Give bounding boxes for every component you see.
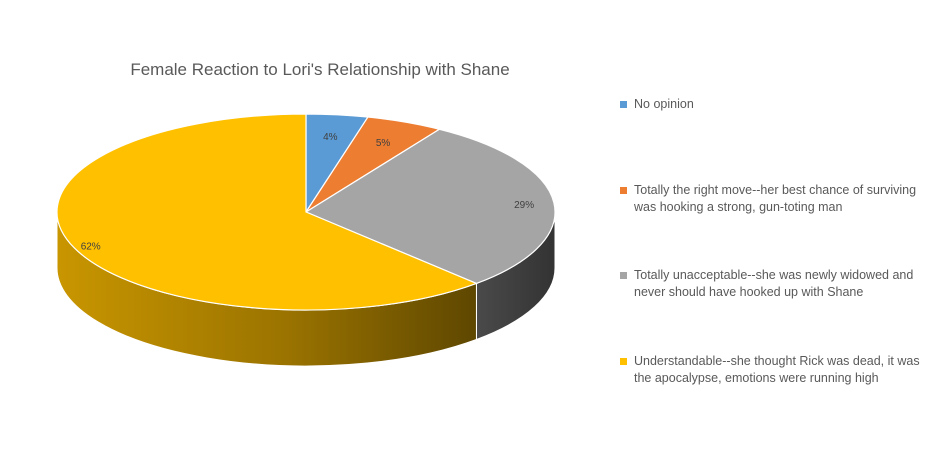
data-label: 62%	[81, 242, 101, 253]
data-label: 4%	[323, 132, 338, 143]
legend-swatch	[620, 101, 627, 108]
legend-swatch	[620, 358, 627, 365]
legend-label: Totally the right move--her best chance …	[634, 183, 917, 214]
chart-title: Female Reaction to Lori's Relationship w…	[130, 60, 510, 79]
legend-item: Understandable--she thought Rick was dea…	[620, 353, 930, 387]
legend-item: Totally the right move--her best chance …	[620, 182, 930, 216]
data-label: 29%	[514, 200, 534, 211]
legend-label: Totally unacceptable--she was newly wido…	[634, 268, 914, 299]
legend-label: Understandable--she thought Rick was dea…	[634, 354, 920, 385]
data-label: 5%	[376, 138, 391, 149]
pie-slice	[56, 113, 479, 311]
pie-slice	[304, 128, 556, 285]
legend-item: No opinion	[620, 96, 930, 113]
legend-swatch	[620, 272, 627, 279]
legend-swatch	[620, 187, 627, 194]
legend-item: Totally unacceptable--she was newly wido…	[620, 267, 930, 301]
legend-label: No opinion	[634, 97, 694, 111]
